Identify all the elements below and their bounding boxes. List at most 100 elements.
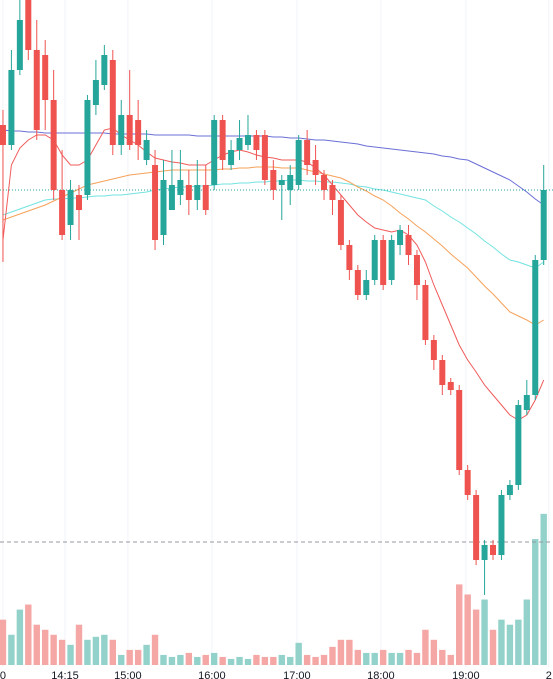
candle-body <box>540 190 547 260</box>
volume-bar <box>320 654 328 665</box>
volume-bar <box>523 599 531 665</box>
moving-average-line <box>2 129 544 206</box>
volume-bar <box>8 634 15 665</box>
volume-bar <box>33 624 40 665</box>
volume-bar <box>405 649 412 665</box>
volume-bar <box>227 658 235 665</box>
x-tick-label: 18:00 <box>367 670 395 679</box>
volume-bar <box>270 656 277 665</box>
volume-bar <box>540 513 547 665</box>
volume-bar <box>303 654 311 665</box>
volume-bar <box>25 604 32 665</box>
volume-bar <box>236 656 243 665</box>
candle-body <box>84 100 91 195</box>
candle-body <box>287 175 294 190</box>
volume-bar <box>532 539 539 665</box>
candle-body <box>92 80 99 105</box>
volume-bar <box>447 654 454 665</box>
volume-bar <box>312 656 319 665</box>
candle-body <box>312 160 319 175</box>
x-tick-label: 17:00 <box>283 670 311 679</box>
volume-bar <box>101 634 108 665</box>
volume-bar <box>422 629 429 665</box>
candle-body <box>422 285 429 340</box>
volume-bar <box>464 594 471 665</box>
candle-body <box>59 190 66 235</box>
candle-body <box>185 185 192 200</box>
volume-bar <box>379 649 387 665</box>
candle-body <box>160 180 167 235</box>
volume-bar <box>253 654 260 665</box>
candle-body <box>473 495 480 560</box>
volume-bar <box>481 599 488 665</box>
volume-bar <box>42 629 49 665</box>
candle-body <box>523 395 530 410</box>
volume-bar <box>194 656 201 665</box>
candle-body <box>126 115 133 145</box>
volume-bar <box>50 634 57 665</box>
volume-bar <box>202 654 209 665</box>
volume-bar <box>363 652 370 665</box>
candle-body <box>532 260 539 395</box>
candle-body <box>168 185 175 210</box>
volume-bar <box>337 639 345 665</box>
volume-bar <box>295 642 302 665</box>
candle-body <box>118 115 125 145</box>
x-tick-label: 2 <box>546 670 552 679</box>
volume-bar <box>84 639 91 665</box>
candle-body <box>33 50 40 130</box>
candle-body <box>244 135 251 145</box>
candle-body <box>194 185 201 200</box>
volume-bar <box>388 652 395 665</box>
volume-bar <box>168 656 176 665</box>
candle-body <box>219 120 226 160</box>
volume-bar <box>134 649 142 665</box>
candle-body <box>143 140 150 160</box>
volume-bar <box>109 639 116 665</box>
candle-body <box>8 70 15 145</box>
candle-body <box>405 235 412 255</box>
volume-bar <box>329 646 336 665</box>
volume-bar <box>185 652 193 665</box>
volume-bar <box>160 654 167 665</box>
volume-bar <box>177 654 184 665</box>
volume-bar <box>210 652 218 665</box>
candle-body <box>413 255 420 285</box>
volume-bar <box>506 624 514 665</box>
x-tick-label: 16:00 <box>198 670 226 679</box>
volume-bar <box>58 639 66 665</box>
volume-bar <box>515 619 522 665</box>
candle-body <box>236 138 243 150</box>
candle-body <box>506 485 513 495</box>
candle-body <box>270 170 277 190</box>
candle-body <box>16 20 23 70</box>
candle-body <box>380 240 387 285</box>
volume-bar <box>126 649 133 665</box>
candle-body <box>101 55 108 85</box>
candle-body <box>321 175 328 190</box>
volume-bar <box>75 624 83 665</box>
volume-bar <box>287 656 294 665</box>
candle-body <box>337 200 344 245</box>
candle-body <box>456 390 463 470</box>
x-tick-label: 15:00 <box>114 670 142 679</box>
volume-bar <box>118 654 125 665</box>
candle-body <box>371 240 378 280</box>
candle-body <box>261 135 268 180</box>
candle-body <box>329 185 336 200</box>
x-tick-label: 19:00 <box>452 670 480 679</box>
candle-body <box>346 245 353 270</box>
candle-body <box>430 340 437 360</box>
volume-bar <box>396 652 404 665</box>
volume-bar <box>413 652 421 665</box>
volume-bar <box>498 619 505 665</box>
volume-bar <box>151 634 159 665</box>
candle-body <box>490 545 497 555</box>
candle-body <box>304 140 311 165</box>
candle-body <box>388 240 395 280</box>
volume-bar <box>354 649 362 665</box>
candle-body <box>439 360 446 385</box>
volume-bar <box>346 639 353 665</box>
volume-bar <box>371 652 378 665</box>
